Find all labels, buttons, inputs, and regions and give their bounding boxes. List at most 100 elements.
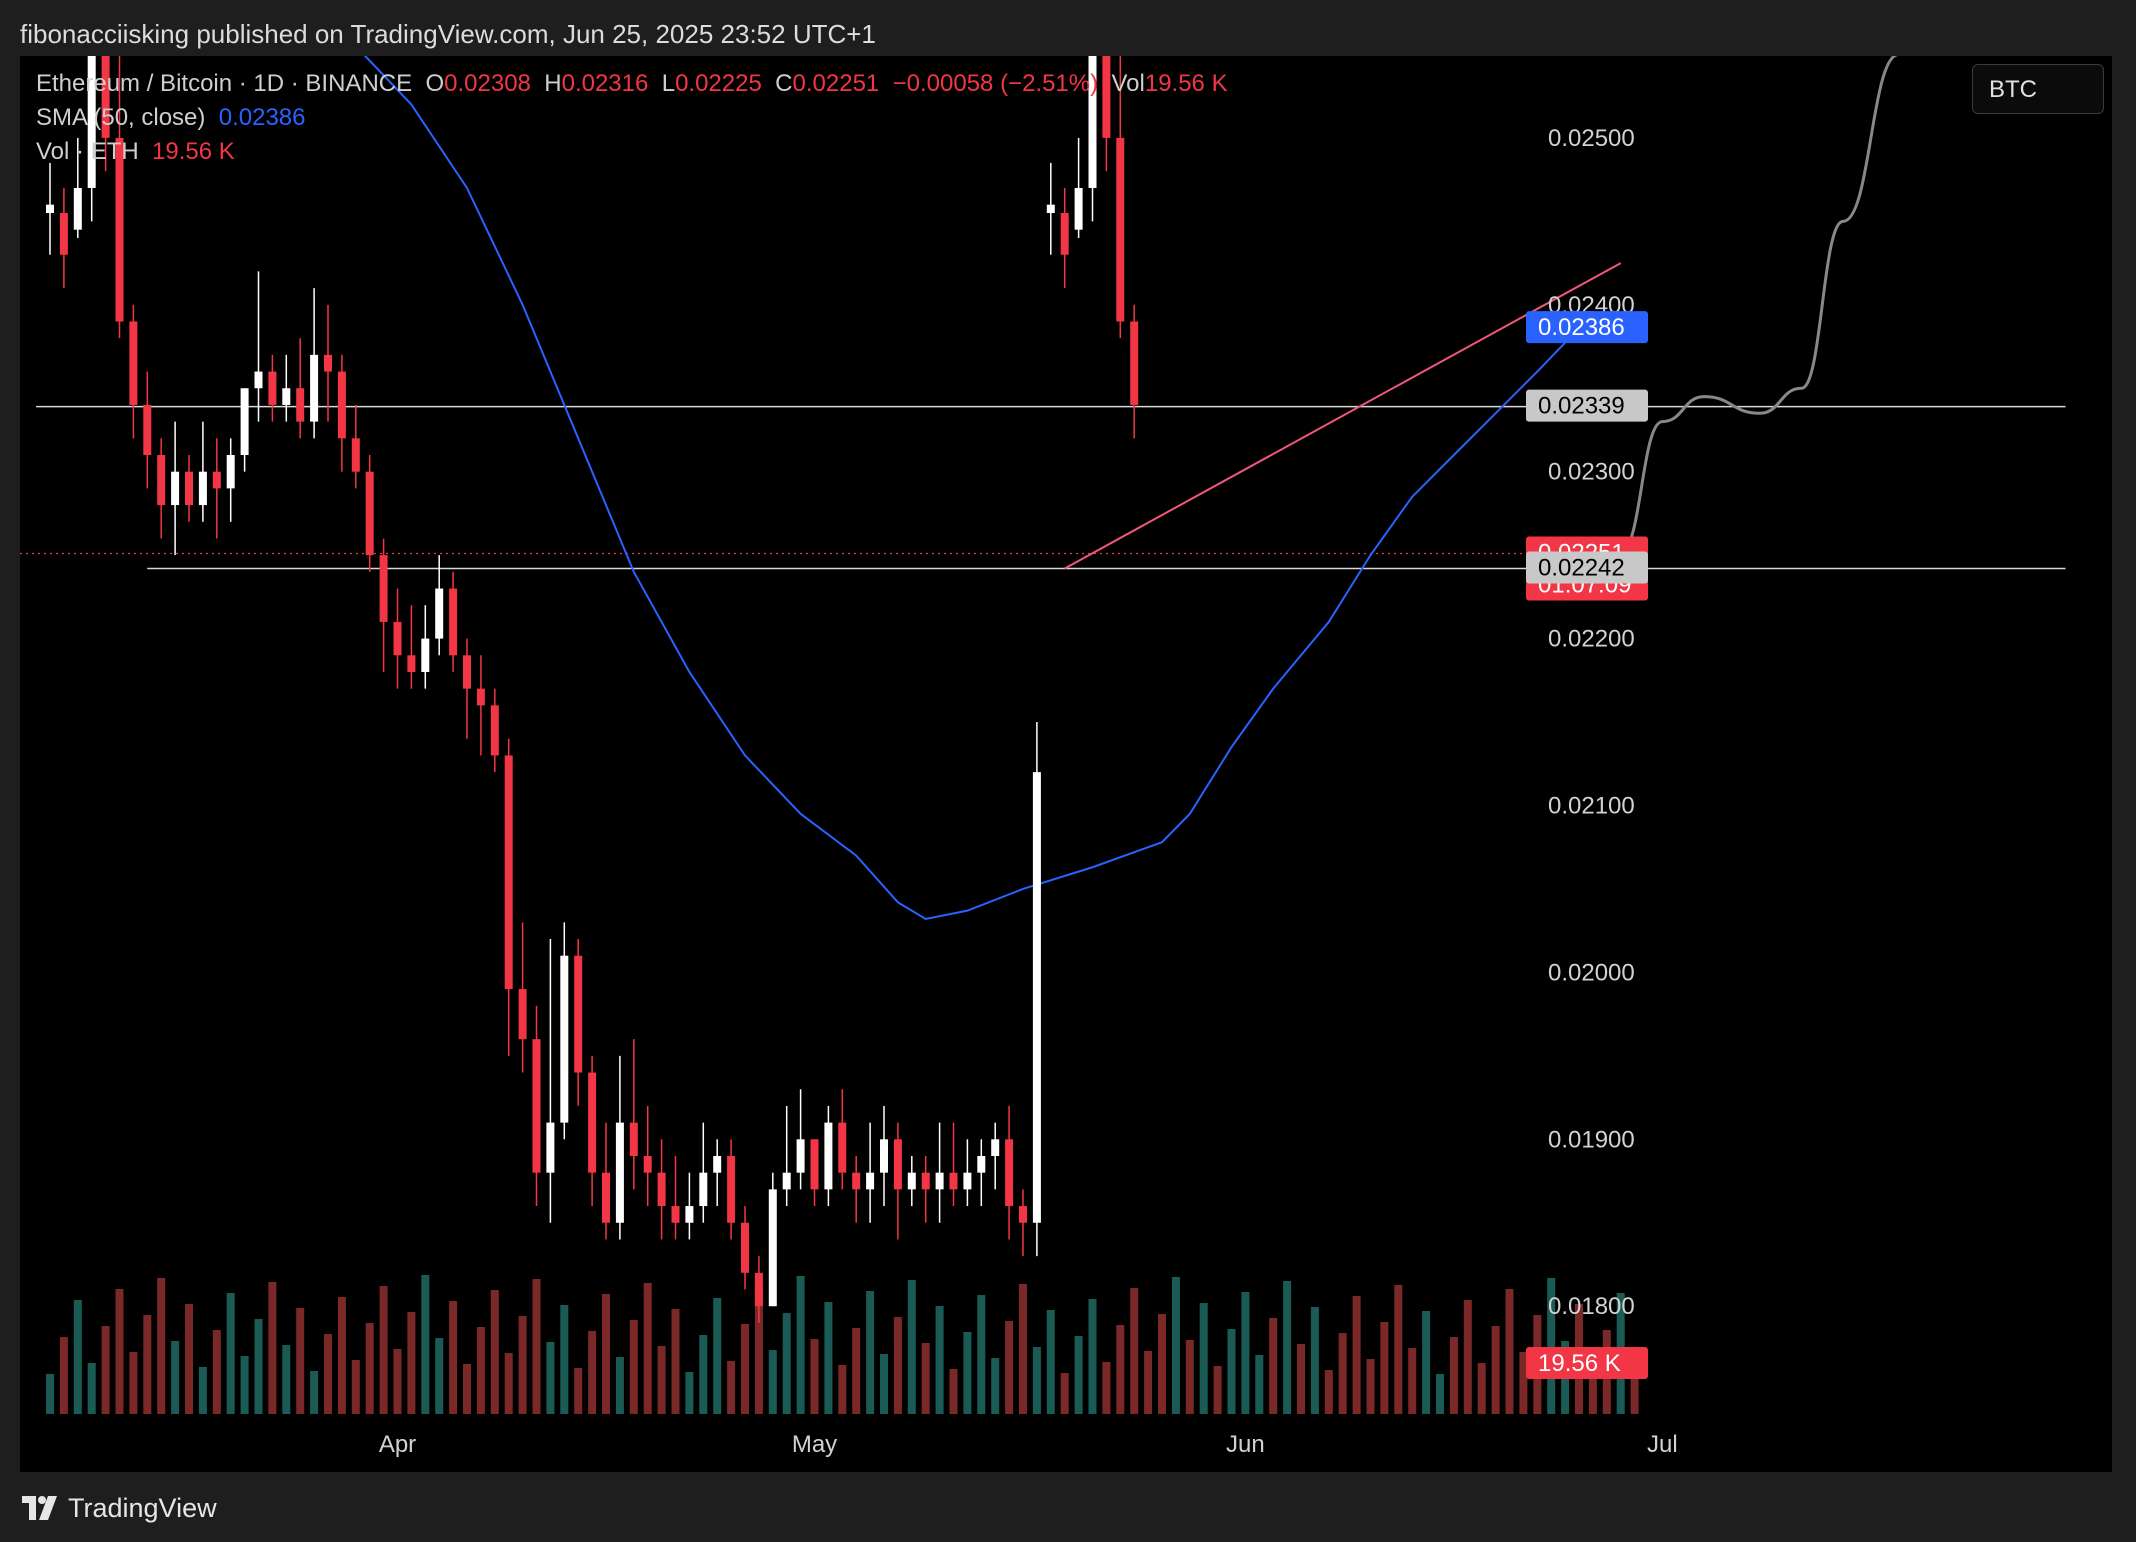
candle-body <box>602 1172 610 1223</box>
volume-bar <box>407 1312 416 1414</box>
volume-bar <box>574 1368 583 1414</box>
volume-bar <box>212 1330 221 1414</box>
volume-bar <box>741 1324 749 1414</box>
candle-body <box>1088 56 1097 188</box>
volume-bar <box>351 1360 360 1414</box>
volume-bar <box>824 1302 833 1414</box>
chart-frame[interactable]: 0.028000.027000.026000.025000.024000.023… <box>20 56 2112 1472</box>
volume-bar <box>991 1358 1000 1414</box>
volume-series-value: 19.56 K <box>152 138 235 165</box>
vol-value: 19.56 K <box>1144 70 1228 97</box>
open-value: 0.02308 <box>444 70 531 97</box>
volume-bar <box>296 1308 305 1414</box>
candle-body <box>1116 137 1125 322</box>
volume-bar <box>518 1316 527 1414</box>
publisher-caption: fibonacciisking published on TradingView… <box>20 19 876 49</box>
volume-bar <box>59 1337 68 1414</box>
volume-bar <box>560 1305 569 1414</box>
horizontal-support-price-text: 0.02242 <box>1538 555 1625 582</box>
candle-body <box>1060 213 1069 255</box>
candle-body <box>449 588 458 656</box>
candle-body <box>268 371 277 405</box>
volume-bar <box>282 1345 291 1414</box>
volume-bar <box>880 1354 888 1414</box>
volume-bar <box>977 1295 986 1414</box>
volume-bar <box>852 1328 861 1414</box>
volume-bar <box>657 1346 666 1414</box>
volume-bar <box>671 1309 680 1414</box>
candle-body <box>671 1206 680 1223</box>
volume-bar <box>129 1352 138 1414</box>
volume-bar <box>782 1313 791 1414</box>
volume-bar <box>643 1283 652 1414</box>
candle-body <box>46 204 54 214</box>
volume-bar <box>1588 1367 1597 1414</box>
candle-body <box>254 371 263 389</box>
volume-bar <box>240 1356 249 1414</box>
volume-bar <box>1171 1277 1180 1414</box>
candle-body <box>351 438 360 472</box>
high-value: 0.02316 <box>561 70 649 97</box>
candle-body <box>810 1139 819 1190</box>
candle-body <box>1130 321 1139 405</box>
candle-body <box>949 1172 958 1190</box>
candle-body <box>546 1122 555 1173</box>
candle-body <box>796 1139 805 1173</box>
x-tick-label: Apr <box>379 1431 416 1458</box>
candle-body <box>838 1122 847 1173</box>
volume-bar <box>713 1298 722 1414</box>
volume-bar <box>1088 1299 1097 1414</box>
candle-body <box>657 1172 666 1207</box>
volume-bar <box>1352 1296 1361 1414</box>
candle-body <box>171 471 180 506</box>
candle-body <box>991 1139 1000 1156</box>
candle-body <box>963 1172 972 1190</box>
price-chart[interactable]: 0.028000.027000.026000.025000.024000.023… <box>20 56 2112 1472</box>
candle-body <box>476 688 485 706</box>
volume-bar <box>796 1276 805 1414</box>
sma-price-label <box>1526 311 1648 344</box>
volume-bar <box>171 1341 180 1414</box>
volume-bar <box>449 1301 458 1414</box>
sma-legend[interactable]: SMA (50, close) 0.02386 <box>36 104 306 132</box>
volume-bar <box>1449 1337 1458 1414</box>
candle-body <box>212 471 221 489</box>
volume-bar <box>699 1335 708 1414</box>
candle-body <box>129 321 138 405</box>
volume-bar <box>337 1297 346 1414</box>
volume-bar <box>1297 1344 1305 1414</box>
volume-bar <box>1491 1326 1500 1414</box>
currency-button[interactable]: BTC <box>1972 64 2104 114</box>
candle-body <box>921 1172 930 1190</box>
volume-bar <box>1255 1355 1264 1414</box>
volume-legend[interactable]: Vol · ETH 19.56 K <box>36 138 235 166</box>
candle-body <box>407 655 416 672</box>
volume-bar <box>1144 1351 1153 1414</box>
candle-body <box>87 56 96 188</box>
volume-bar <box>1102 1362 1111 1414</box>
volume-bar <box>198 1367 207 1414</box>
y-tick-label: 0.02100 <box>1548 793 1635 820</box>
volume-bar <box>1213 1366 1222 1414</box>
footer-brand[interactable]: TradingView <box>68 1492 217 1523</box>
symbol-title[interactable]: Ethereum / Bitcoin · 1D · BINANCE <box>36 70 413 97</box>
candle-body <box>490 705 499 756</box>
candle-body <box>699 1172 708 1207</box>
volume-bar <box>157 1278 166 1414</box>
volume-price-label <box>1526 1347 1648 1379</box>
volume-bar <box>1366 1359 1375 1414</box>
volume-bar <box>838 1365 847 1414</box>
volume-bar <box>1060 1373 1069 1414</box>
candle-body <box>435 588 444 639</box>
candle-body <box>463 655 471 689</box>
low-label: L <box>661 70 676 97</box>
volume-bar <box>463 1364 471 1414</box>
candle-body <box>282 388 291 405</box>
candle-body <box>741 1222 749 1273</box>
volume-bar <box>1116 1325 1125 1414</box>
candle-body <box>310 354 319 422</box>
candle-body <box>1032 772 1041 1223</box>
volume-bar <box>435 1338 444 1414</box>
volume-bar <box>810 1339 819 1414</box>
volume-bar <box>1019 1284 1027 1414</box>
